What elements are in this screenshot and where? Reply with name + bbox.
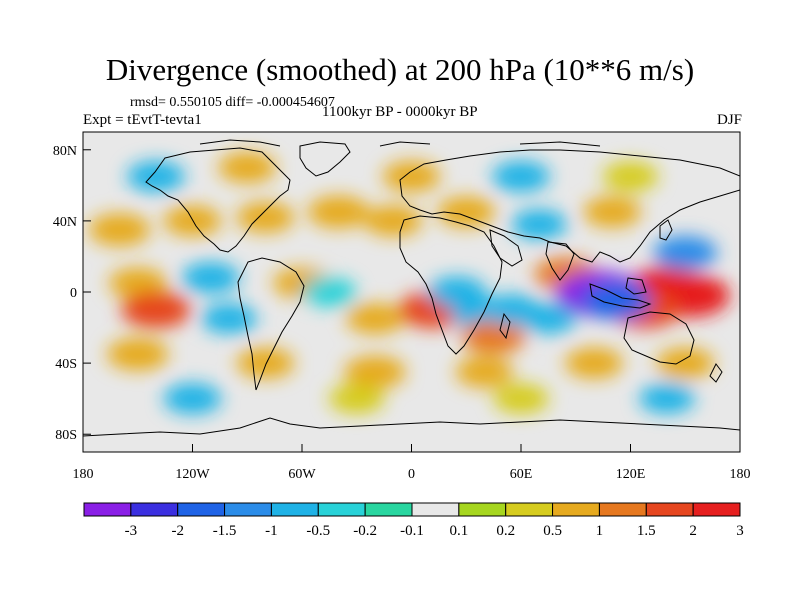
colorbar-label: 0.1	[449, 523, 468, 539]
field-blob-19	[520, 303, 577, 334]
colorbar-box-11	[598, 502, 647, 517]
lon-tick-label: 120E	[616, 467, 646, 482]
field-blob-42	[639, 383, 695, 414]
coast-antarctica	[83, 417, 740, 437]
colorbar-label: 0.5	[543, 523, 562, 539]
field-layer	[88, 152, 730, 415]
field-blob-17	[461, 319, 526, 354]
colorbar-label: -1	[265, 523, 278, 539]
field-blob-25	[437, 196, 496, 228]
colorbar-box-3	[224, 502, 272, 517]
colorbar-label: -2	[171, 523, 184, 539]
colorbar-label: -0.1	[400, 523, 424, 539]
season-label: DJF	[716, 112, 742, 128]
field-blob-32	[602, 161, 659, 192]
coast-africa	[399, 215, 503, 355]
period-label: 1100kyr BP - 0000kyr BP	[322, 104, 478, 120]
plot-title: Divergence (smoothed) at 200 hPa (10**6 …	[105, 52, 695, 87]
coast-south-america	[237, 257, 305, 391]
lon-tick-label: 120W	[175, 467, 210, 482]
field-blob-37	[565, 347, 623, 379]
coast-australia	[623, 311, 695, 365]
coast-new-zealand	[709, 363, 723, 383]
lon-tick-label: 60E	[510, 467, 533, 482]
colorbar-label: -3	[125, 523, 138, 539]
coast-madagascar	[499, 312, 511, 340]
coast-greenland	[299, 141, 351, 177]
colorbar-box-6	[364, 502, 413, 517]
colorbar-box-13	[692, 502, 741, 517]
field-blob-41	[493, 383, 549, 414]
colorbar-box-4	[270, 502, 319, 517]
colorbar-box-5	[317, 502, 366, 517]
colorbar-box-1	[130, 502, 179, 517]
field-blob-33	[106, 337, 169, 371]
coast-eurasia	[399, 149, 740, 263]
colorbar-box-8	[458, 502, 507, 517]
field-blob-5	[580, 282, 651, 320]
lat-tick-label: 40N	[53, 215, 77, 230]
colorbar-label: 3	[736, 523, 744, 539]
lon-tick-label: 180	[730, 467, 751, 482]
colorbar-box-0	[83, 502, 132, 517]
field-blob-6	[653, 235, 718, 270]
field-blob-9	[181, 262, 240, 294]
colorbar-labels: -3 -2 -1.5 -1 -0.5 -0.2 -0.1 0.1 0.2 0.5 1 1.5 2 3	[125, 523, 744, 539]
longitude-axis: 180 120W 60W 0 60E 120E 180	[73, 444, 751, 482]
field-blob-12	[302, 277, 357, 307]
field-blob-8	[121, 291, 191, 329]
coastlines	[83, 139, 740, 437]
colorbar-box-2	[177, 502, 226, 517]
coast-japan	[659, 219, 673, 241]
lat-tick-label: 80S	[55, 428, 77, 443]
colorbar-label: -0.2	[353, 523, 377, 539]
lat-tick-label: 0	[70, 286, 77, 301]
colorbar-label: 1	[596, 523, 604, 539]
field-blob-29	[218, 152, 277, 184]
lon-tick-label: 180	[73, 467, 94, 482]
field-blob-23	[307, 195, 370, 229]
field-blob-7	[108, 267, 167, 299]
field-blob-31	[492, 160, 550, 192]
field-blob-13	[346, 303, 404, 335]
coast-borneo	[625, 277, 647, 295]
experiment-label: Expt = tEvtT-tevta1	[83, 112, 202, 128]
colorbar-label: 2	[689, 523, 697, 539]
field-blob-36	[455, 356, 514, 388]
field-blob-24	[364, 205, 423, 237]
field-blob-30	[382, 160, 441, 192]
colorbar-label: 0.2	[496, 523, 515, 539]
field-blob-27	[583, 196, 642, 228]
lon-tick-label: 60W	[288, 467, 316, 482]
stats-label: rmsd= 0.550105 diff= -0.000454607	[130, 95, 335, 110]
colorbar-box-7	[411, 502, 460, 517]
coast-indonesia	[589, 283, 652, 309]
coast-india	[545, 241, 575, 281]
colorbar-box-10	[552, 502, 600, 517]
coast-arctic-islands	[199, 139, 601, 147]
field-blob-26	[511, 209, 568, 240]
field-blob-39	[163, 383, 222, 415]
field-blob-20	[88, 213, 151, 247]
latitude-axis: 80N 40N 0 40S 80S	[53, 144, 91, 443]
coast-arabia	[489, 229, 523, 267]
coast-north-america	[145, 147, 291, 253]
colorbar-box-9	[505, 502, 554, 517]
field-blob-34	[236, 347, 295, 379]
colorbar-label: -0.5	[306, 523, 330, 539]
lat-tick-label: 80N	[53, 144, 77, 159]
field-blob-28	[127, 160, 185, 192]
lat-tick-label: 40S	[55, 357, 77, 372]
colorbar-box-12	[645, 502, 694, 517]
colorbar-label: -1.5	[213, 523, 237, 539]
colorbar-label: 1.5	[637, 523, 656, 539]
field-blob-40	[328, 383, 385, 414]
field-blob-21	[163, 205, 222, 237]
field-blob-38	[656, 347, 715, 379]
colorbar-boxes	[83, 502, 741, 517]
field-blob-35	[344, 355, 406, 389]
lon-tick-label: 0	[408, 467, 415, 482]
